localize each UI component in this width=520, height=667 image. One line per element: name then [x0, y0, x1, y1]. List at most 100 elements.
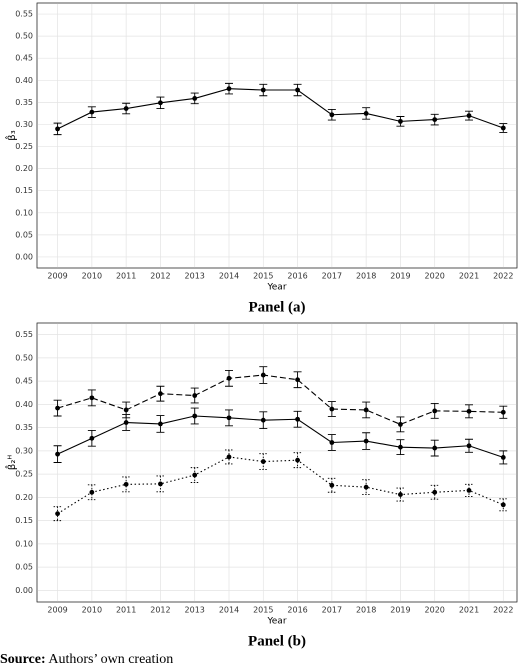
- error-bar: [259, 453, 268, 470]
- y-tick-label: 0.40: [15, 76, 33, 85]
- x-tick-label: 2018: [356, 606, 376, 615]
- data-point: [432, 445, 438, 451]
- y-tick-label: 0.30: [15, 446, 33, 455]
- x-tick-label: 2015: [253, 272, 273, 281]
- data-point: [466, 488, 472, 493]
- plot-area: [36, 2, 518, 269]
- data-point: [226, 454, 232, 460]
- data-point: [398, 118, 403, 124]
- data-point: [226, 415, 232, 421]
- x-tick-label: 2016: [287, 606, 307, 615]
- data-point: [123, 106, 129, 111]
- series-line: [57, 374, 504, 425]
- y-tick-label: 0.20: [15, 493, 33, 502]
- data-point: [432, 408, 438, 414]
- data-point: [432, 489, 438, 495]
- y-tick-label: 0.45: [15, 377, 33, 386]
- panel-title: Panel (b): [248, 633, 306, 649]
- y-tick-label: 0.35: [15, 423, 33, 432]
- data-point: [466, 113, 472, 119]
- y-tick-label: 0.25: [15, 470, 33, 479]
- data-point: [123, 481, 129, 487]
- data-point: [192, 393, 198, 398]
- data-point: [123, 420, 129, 425]
- data-point: [260, 87, 266, 93]
- data-point: [398, 421, 403, 427]
- x-tick-label: 2017: [322, 606, 342, 615]
- x-tick-label: 2015: [253, 606, 273, 615]
- y-tick-label: 0.55: [15, 330, 33, 339]
- x-tick-label: 2017: [322, 272, 342, 281]
- x-tick-label: 2009: [47, 606, 67, 615]
- data-point: [329, 482, 335, 488]
- x-tick-label: 2022: [493, 606, 513, 615]
- y-tick-label: 0.45: [15, 54, 33, 63]
- data-point: [500, 125, 506, 131]
- data-point: [123, 407, 129, 413]
- x-tick-label: 2010: [82, 606, 102, 615]
- data-point: [55, 511, 60, 517]
- y-tick-label: 0.05: [15, 563, 33, 572]
- data-point: [329, 112, 335, 118]
- data-point: [398, 492, 403, 497]
- y-tick-label: 0.40: [15, 400, 33, 409]
- plot-area: [36, 322, 518, 603]
- x-tick-label: 2014: [219, 606, 239, 615]
- y-axis-label: β̂₃: [4, 130, 18, 140]
- data-point: [260, 372, 266, 378]
- x-tick-label: 2014: [219, 272, 239, 281]
- x-tick-label: 2019: [390, 606, 410, 615]
- data-point: [158, 391, 163, 397]
- x-axis-label: Year: [266, 617, 286, 627]
- y-tick-label: 0.50: [15, 32, 33, 41]
- data-point: [466, 408, 472, 414]
- y-tick-label: 0.10: [15, 539, 33, 548]
- data-point: [55, 405, 60, 411]
- x-tick-label: 2012: [150, 272, 170, 281]
- data-point: [363, 407, 369, 413]
- x-tick-label: 2010: [82, 272, 102, 281]
- y-tick-label: 0.00: [15, 252, 33, 261]
- series-line: [57, 456, 504, 515]
- source-text: Authors’ own creation: [48, 652, 173, 667]
- x-tick-label: 2013: [185, 606, 205, 615]
- data-point: [398, 444, 403, 450]
- error-bar: [156, 475, 165, 493]
- x-tick-label: 2009: [47, 272, 67, 281]
- data-point: [89, 395, 95, 401]
- data-point: [55, 451, 60, 457]
- data-point: [432, 117, 438, 122]
- y-tick-label: 0.55: [15, 10, 33, 19]
- data-point: [260, 417, 266, 423]
- data-point: [192, 413, 198, 419]
- series-line: [57, 88, 504, 130]
- data-point: [295, 457, 300, 463]
- x-tick-label: 2016: [287, 272, 307, 281]
- data-point: [363, 438, 369, 444]
- y-tick-label: 0.05: [15, 230, 33, 239]
- data-point: [89, 489, 95, 495]
- data-point: [295, 377, 300, 383]
- data-point: [192, 472, 198, 478]
- x-tick-label: 2011: [116, 272, 136, 281]
- data-point: [500, 454, 506, 460]
- data-point: [158, 481, 163, 487]
- data-point: [192, 96, 198, 101]
- data-point: [363, 484, 369, 490]
- data-point: [158, 421, 163, 427]
- data-point: [226, 86, 232, 92]
- series-line: [57, 415, 504, 458]
- y-tick-label: 0.35: [15, 98, 33, 107]
- x-axis-label: Year: [266, 283, 286, 293]
- data-point: [500, 502, 506, 508]
- y-tick-label: 0.20: [15, 164, 33, 173]
- source: Source: Authors’ own creation: [0, 652, 173, 667]
- data-point: [466, 443, 472, 449]
- x-tick-label: 2013: [185, 272, 205, 281]
- data-point: [363, 111, 369, 116]
- y-tick-label: 0.15: [15, 186, 33, 195]
- source-label: Source:: [0, 652, 46, 667]
- data-point: [89, 109, 95, 115]
- x-tick-label: 2019: [390, 272, 410, 281]
- panel-title: Panel (a): [248, 299, 305, 315]
